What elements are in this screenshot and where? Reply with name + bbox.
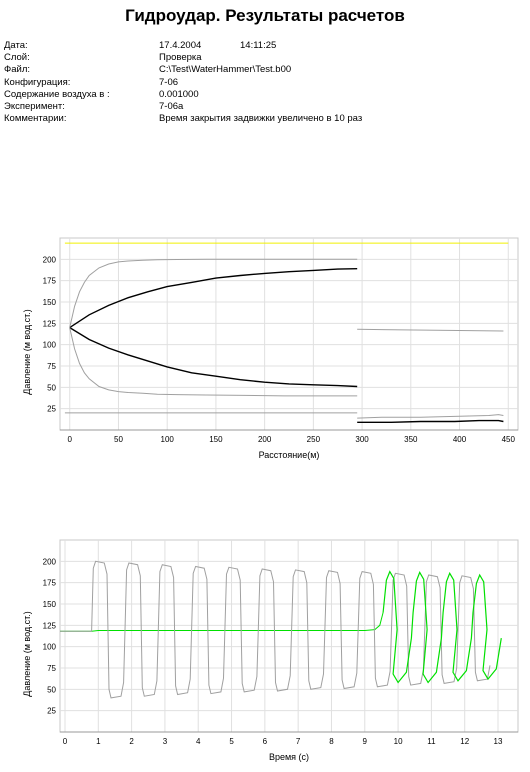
x-tick-label: 3 xyxy=(163,737,168,746)
info-value: C:\Test\WaterHammer\Test.b00 xyxy=(159,64,292,76)
series-line-5 xyxy=(357,328,504,332)
x-tick-label: 150 xyxy=(209,435,223,444)
info-value: Проверка xyxy=(159,52,202,64)
x-tick-label: 200 xyxy=(258,435,272,444)
y-tick-label: 75 xyxy=(47,664,56,673)
x-tick-label: 11 xyxy=(427,737,436,746)
x-tick-label: 9 xyxy=(363,737,368,746)
y-tick-label: 150 xyxy=(43,298,57,307)
y-axis-label: Давление (м вод.ст.) xyxy=(22,309,32,394)
y-axis-label: Давление (м вод.ст.) xyxy=(22,611,32,696)
y-tick-label: 125 xyxy=(43,319,57,328)
info-value: Время закрытия задвижки увеличено в 10 р… xyxy=(159,113,363,125)
time-pressure-chart: 0 1 2 3 4 5 6 7 8 9 10 11 12 13255075100125150175200В… xyxy=(22,539,519,762)
info-label: Файл: xyxy=(4,64,30,76)
x-axis-label: Расстояние(м) xyxy=(259,450,320,460)
info-time: 14:11:25 xyxy=(240,40,277,51)
x-tick-label: 50 xyxy=(114,435,123,444)
series-line-1 xyxy=(69,268,358,329)
distance-pressure-chart: 0 50 100 150 200 250 300 350 400 450 25 50 75 100 125 1… xyxy=(22,237,519,460)
plot-area xyxy=(59,539,519,733)
x-tick-label: 400 xyxy=(453,435,467,444)
info-row-comment: Комментарии: Время закрытия задвижки уве… xyxy=(4,113,524,125)
info-row-date: Дата: 17.4.2004 14:11:25 xyxy=(4,40,524,52)
info-block: Дата: 17.4.2004 14:11:25 Слой: Проверка … xyxy=(4,40,524,125)
green-wave-line xyxy=(382,570,502,684)
x-tick-label: 4 xyxy=(196,737,201,746)
info-row-air: Содержание воздуха в : 0.001000 xyxy=(4,89,524,101)
info-label: Дата: xyxy=(4,40,28,51)
y-tick-label: 100 xyxy=(43,643,57,652)
x-tick-label: 300 xyxy=(355,435,369,444)
info-row-file: Файл: C:\Test\WaterHammer\Test.b00 xyxy=(4,64,524,76)
series-line-8 xyxy=(357,419,504,424)
x-tick-label: 350 xyxy=(404,435,418,444)
y-tick-label: 50 xyxy=(47,383,56,392)
info-label: Содержание воздуха в : xyxy=(4,88,110,100)
x-tick-label: 450 xyxy=(502,435,516,444)
y-tick-label: 75 xyxy=(47,362,56,371)
x-tick-label: 6 xyxy=(263,737,268,746)
x-tick-label: 0 xyxy=(68,435,73,444)
x-tick-label: 0 xyxy=(63,737,68,746)
y-tick-label: 125 xyxy=(43,621,57,630)
x-tick-label: 7 xyxy=(296,737,301,746)
y-tick-label: 175 xyxy=(43,277,57,286)
series-line-3 xyxy=(69,258,358,328)
info-value: 7-06 xyxy=(159,76,179,88)
series-line-2 xyxy=(69,327,358,388)
x-tick-label: 10 xyxy=(394,737,403,746)
info-row-config: Конфигурация: 7-06 xyxy=(4,77,524,89)
info-value: 7-06a xyxy=(159,100,184,112)
x-tick-label: 2 xyxy=(129,737,134,746)
x-tick-label: 250 xyxy=(307,435,321,444)
info-row-layer: Слой: Проверка xyxy=(4,52,524,64)
info-label: Слой: xyxy=(4,52,30,64)
x-tick-label: 12 xyxy=(460,737,469,746)
y-tick-label: 200 xyxy=(43,557,57,566)
x-axis-label: Время (с) xyxy=(269,752,309,762)
x-tick-label: 5 xyxy=(229,737,234,746)
y-tick-label: 50 xyxy=(47,685,56,694)
report-title: Гидроудар. Результаты расчетов xyxy=(125,6,405,25)
y-tick-label: 175 xyxy=(43,579,57,588)
info-value: 17.4.2004 xyxy=(159,40,202,51)
x-tick-label: 100 xyxy=(161,435,175,444)
x-tick-label: 8 xyxy=(329,737,334,746)
x-tick-label: 13 xyxy=(494,737,503,746)
info-label: Конфигурация: xyxy=(4,76,71,88)
y-tick-label: 100 xyxy=(43,341,57,350)
info-label: Эксперимент: xyxy=(4,100,65,112)
y-tick-label: 25 xyxy=(47,405,56,414)
y-tick-label: 150 xyxy=(43,600,57,609)
series-line-4 xyxy=(69,327,358,397)
y-tick-label: 200 xyxy=(43,255,57,264)
plot-area xyxy=(59,237,519,431)
info-value: 0.001000 xyxy=(159,88,199,100)
x-tick-label: 1 xyxy=(96,737,101,746)
y-tick-label: 25 xyxy=(47,707,56,716)
series-line-7 xyxy=(357,414,504,419)
info-label: Комментарии: xyxy=(4,113,67,125)
info-row-experiment: Эксперимент: 7-06a xyxy=(4,101,524,113)
